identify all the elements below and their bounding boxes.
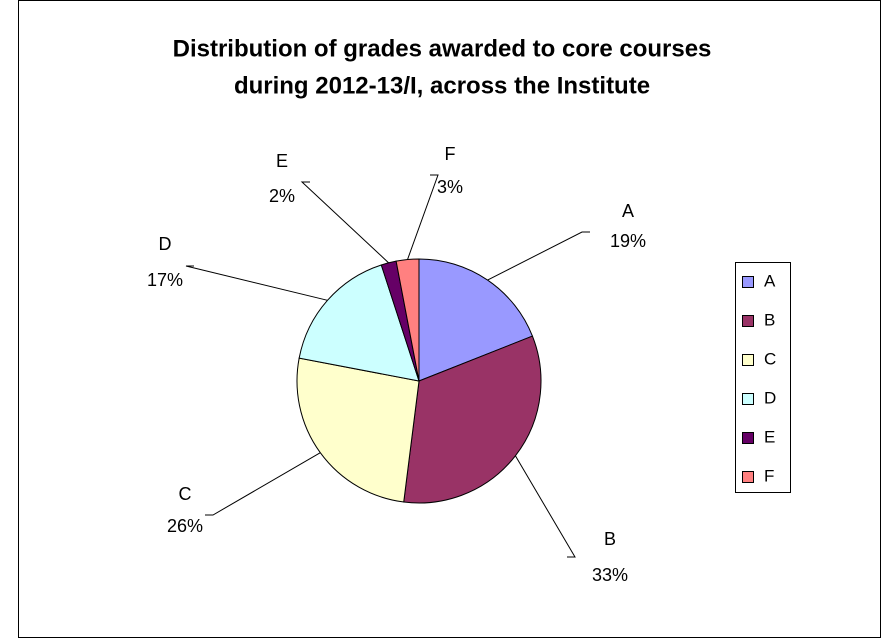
slice-label: E [276,151,288,171]
legend-swatch [742,315,754,327]
slice-value-label: 26% [167,516,203,536]
legend-label: B [764,310,775,329]
pie-slice [395,258,420,382]
legend-swatch [742,354,754,366]
chart-title: during 2012-13/I, across the Institute [234,72,650,99]
slice-label: B [604,529,616,549]
slice-value-label: 33% [592,565,628,585]
chart-title: Distribution of grades awarded to core c… [173,35,712,62]
pie-slice [298,264,420,382]
slice-value-label: 17% [147,270,183,290]
legend-label: D [764,388,776,407]
legend-swatch [742,432,754,444]
slice-value-label: 3% [437,177,463,197]
slice-label: A [622,201,634,221]
legend-box [735,262,791,493]
legend-label: A [764,271,776,290]
slice-value-label: 19% [610,231,646,251]
leader-line [205,452,321,516]
legend-swatch [742,276,754,288]
leader-line [185,265,328,301]
legend-swatch [742,471,754,483]
leader-line [514,455,576,558]
slice-label: F [445,144,456,164]
legend-label: E [764,427,775,446]
slice-value-label: 2% [269,186,295,206]
leader-line [300,181,390,264]
slice-label: C [179,484,192,504]
legend-swatch [742,393,754,405]
slice-label: D [159,234,172,254]
legend-label: F [764,466,774,485]
legend-label: C [764,349,776,368]
leader-line [407,174,439,260]
leader-line [487,231,590,281]
